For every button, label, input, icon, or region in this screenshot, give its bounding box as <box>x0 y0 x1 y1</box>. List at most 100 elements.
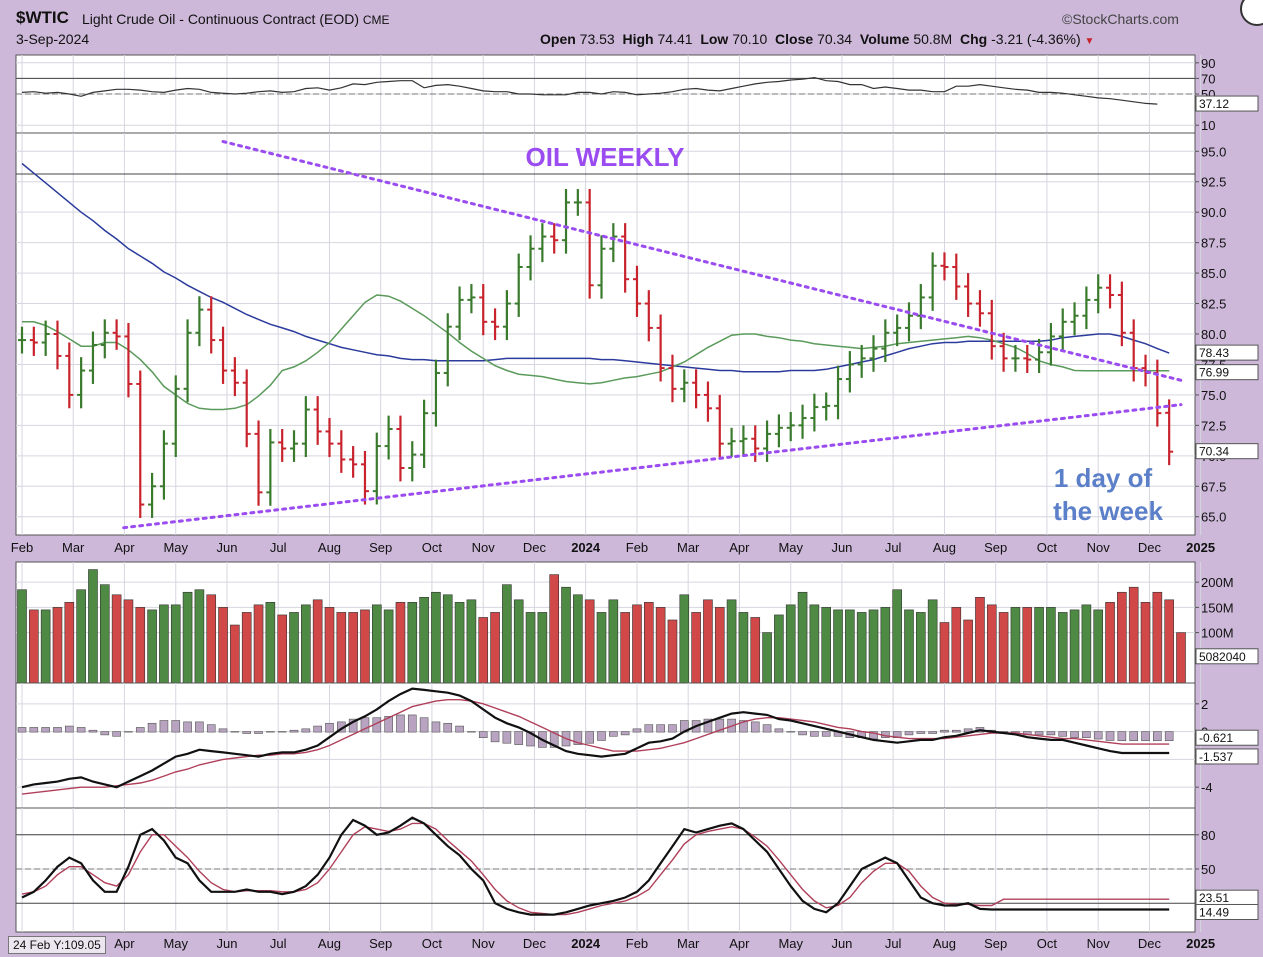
volume-bar <box>679 594 690 684</box>
macd-histogram-bar <box>29 727 39 733</box>
macd-histogram-bar <box>549 731 559 748</box>
sma-long-line <box>21 162 1170 373</box>
oil-weekly-annotation: OIL WEEKLY <box>526 142 685 172</box>
macd-histogram-bar <box>124 731 133 733</box>
description-text: Light Crude Oil - Continuous Contract (E… <box>82 11 359 27</box>
macd-histogram-bar <box>17 727 27 733</box>
macd-histogram-bar <box>407 714 417 733</box>
macd-last-label-box <box>1195 748 1259 765</box>
close-icon[interactable] <box>1240 0 1263 26</box>
volume-bar <box>170 604 181 684</box>
macd-histogram-bar <box>703 718 713 733</box>
volume-bar <box>76 589 86 684</box>
x-axis-label-bottom: Sep <box>369 936 392 951</box>
macd-histogram-bar <box>147 722 157 733</box>
x-axis-label: Aug <box>318 540 341 555</box>
volume-bar <box>1128 586 1139 684</box>
volume-bar <box>1022 607 1033 684</box>
price-tick-label-5: 82.5 <box>1201 297 1226 312</box>
x-axis-label-bottom: May <box>778 936 803 951</box>
volume-bar <box>1046 607 1056 684</box>
x-axis-label-bottom: Jun <box>831 936 852 951</box>
volume-bar <box>726 599 737 684</box>
macd-histogram-bar <box>715 718 725 733</box>
macd-histogram-bar <box>1153 731 1162 742</box>
volume-bar <box>182 591 193 684</box>
macd-histogram-bar <box>419 717 429 733</box>
macd-histogram-bar <box>928 731 937 734</box>
macd-histogram-bar <box>632 728 642 733</box>
chart-header: $WTIC Light Crude Oil - Continuous Contr… <box>0 0 1263 50</box>
volume-bar <box>703 599 713 684</box>
ohlc-readout: Open 73.53 High 74.41 Low 70.10 Close 70… <box>540 31 1094 47</box>
x-axis-label: Nov <box>472 540 496 555</box>
volume-bar <box>336 612 347 684</box>
close-label: Close <box>775 31 814 47</box>
volume-bar <box>880 607 891 684</box>
macd-line <box>21 687 1170 789</box>
x-axis-label: Oct <box>1037 540 1058 555</box>
chart-date: 3-Sep-2024 <box>16 31 90 47</box>
volume-bar <box>513 599 524 684</box>
rsi-tick-label-1: 70 <box>1201 71 1215 86</box>
close-last-label-box <box>1195 443 1259 460</box>
macd-histogram-bar <box>1129 731 1138 742</box>
volume-bar <box>1093 609 1104 684</box>
price-tick-label-11: 67.5 <box>1201 479 1226 494</box>
volume-bar <box>596 612 607 684</box>
volume-last-label: 5082040 <box>1199 650 1246 664</box>
price-tick-label-8: 75.0 <box>1201 388 1226 403</box>
x-axis-label-bottom: Feb <box>626 936 648 951</box>
x-axis-label-bottom: Oct <box>422 936 443 951</box>
macd-histogram-bar <box>904 731 914 736</box>
trendline-0 <box>221 140 1183 382</box>
volume-bar <box>845 609 855 684</box>
stochastic-d-last-label: 23.51 <box>1199 891 1229 905</box>
volume-bar <box>371 604 382 684</box>
macd-histogram-bar <box>490 731 500 743</box>
macd-histogram-bar <box>384 716 393 733</box>
macd-histogram-bar <box>739 720 748 733</box>
volume-bar <box>856 612 867 684</box>
brand-watermark: ©StockCharts.com <box>1062 11 1179 27</box>
trendline-1 <box>122 403 1183 530</box>
volume-bar <box>360 609 370 684</box>
volume-bar <box>620 612 630 684</box>
sma-short-line <box>22 294 1170 411</box>
macd-histogram-bar <box>112 731 121 737</box>
price-tick-label-3: 87.5 <box>1201 236 1226 251</box>
note-line-1: 1 day of <box>1054 463 1153 493</box>
volume-bar <box>147 609 157 684</box>
x-axis-label: Nov <box>1087 540 1111 555</box>
volume-bar <box>431 591 441 684</box>
volume-bar <box>762 632 772 684</box>
macd-histogram-bar <box>100 731 110 736</box>
x-axis-label: May <box>163 540 188 555</box>
price-tick-label-9: 72.5 <box>1201 418 1226 433</box>
volume-bar <box>714 607 725 684</box>
macd-histogram-bar <box>467 731 476 733</box>
volume-bar <box>1034 607 1044 684</box>
macd-histogram-bar <box>1117 731 1127 742</box>
volume-bar <box>986 604 997 684</box>
macd-histogram-bar <box>1164 731 1174 742</box>
volume-bar <box>691 612 701 684</box>
macd-tick-label-3: -4 <box>1201 780 1213 795</box>
macd-histogram-bar <box>88 729 98 733</box>
price-tick-label-6: 80.0 <box>1201 327 1226 342</box>
macd-histogram-bar <box>656 724 665 733</box>
macd-histogram-bar <box>76 727 86 733</box>
x-axis-label-bottom: Jul <box>885 936 902 951</box>
volume-bar <box>135 607 146 684</box>
volume-label: Volume <box>859 31 910 47</box>
volume-bar <box>442 594 453 684</box>
x-axis-label-bottom: Oct <box>1037 936 1058 951</box>
x-axis-label-bottom: Apr <box>729 936 750 951</box>
x-axis-label-bottom: Jun <box>216 936 237 951</box>
volume-bar <box>1176 632 1186 684</box>
macd-histogram-bar <box>218 728 228 733</box>
macd-signal-line <box>21 699 1170 795</box>
volume-bar <box>916 612 926 684</box>
stochastic-tick-label-0: 80 <box>1201 828 1215 843</box>
